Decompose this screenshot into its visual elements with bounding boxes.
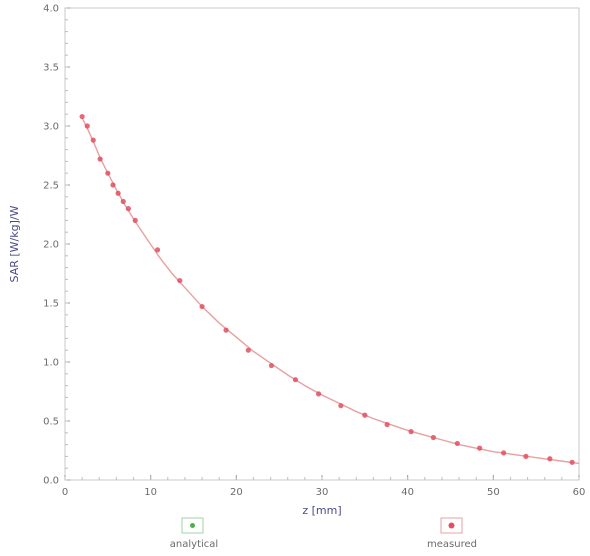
measured-point [79, 113, 85, 120]
measured-point [84, 123, 90, 129]
measured-point [199, 303, 205, 310]
y-tick-label: 3.5 [43, 63, 59, 74]
measured-point [315, 391, 322, 397]
measured-point [97, 156, 103, 162]
measured-point [547, 456, 553, 462]
x-tick-label: 20 [230, 487, 243, 498]
x-axis-title: z [mm] [302, 504, 341, 517]
plot-frame [64, 7, 580, 481]
measured-point [408, 429, 414, 435]
y-tick-label: 3.0 [43, 122, 59, 133]
x-tick-label: 0 [62, 487, 68, 498]
x-tick-label: 40 [401, 487, 414, 498]
y-tick-label: 4.0 [43, 4, 59, 15]
measured-point [125, 206, 131, 212]
x-tick-label: 50 [487, 487, 500, 498]
measured-point [362, 412, 368, 418]
measured-point [223, 327, 229, 333]
measured-point [569, 459, 575, 465]
legend-marker-analytical [190, 523, 195, 528]
measured-point [384, 421, 390, 428]
x-tick-label: 60 [573, 487, 586, 498]
y-tick-label: 2.0 [43, 240, 59, 251]
measured-point [454, 440, 460, 447]
measured-point [105, 170, 111, 176]
measured-series [79, 113, 575, 465]
legend-item-measured[interactable]: measured [427, 517, 477, 550]
measured-point [132, 217, 138, 223]
measured-point [501, 450, 507, 456]
legend-label-measured: measured [427, 539, 477, 550]
measured-point [110, 182, 116, 188]
y-tick-label: 2.5 [43, 181, 59, 192]
measured-point [523, 453, 529, 459]
measured-point [477, 445, 483, 451]
measured-point [120, 198, 126, 205]
y-tick-label: 1.0 [43, 358, 59, 369]
legend-item-analytical[interactable]: analytical [170, 517, 218, 550]
axis-ticks: 0 10 20 30 40 50 60 0.0 0.5 1.0 1.5 2.0 2.5 3.0 3.5 4.0 [43, 4, 585, 499]
measured-point [292, 377, 299, 383]
measured-point [154, 247, 161, 253]
y-axis-title: SAR [W/kg]/W [8, 205, 21, 282]
measured-point [177, 277, 183, 284]
y-tick-label: 1.5 [43, 299, 59, 310]
y-tick-label: 0.5 [43, 417, 59, 428]
x-tick-label: 10 [144, 487, 157, 498]
legend-marker-measured [448, 522, 455, 529]
measured-point [245, 347, 251, 353]
measured-point [430, 434, 436, 441]
x-tick-label: 30 [316, 487, 329, 498]
measured-point [268, 362, 275, 369]
measured-point [90, 137, 96, 143]
legend-label-analytical: analytical [170, 539, 218, 550]
measured-point [338, 403, 344, 409]
measured-point [115, 190, 121, 196]
y-tick-label: 0.0 [43, 476, 59, 487]
legend: analytical measured [170, 517, 477, 550]
